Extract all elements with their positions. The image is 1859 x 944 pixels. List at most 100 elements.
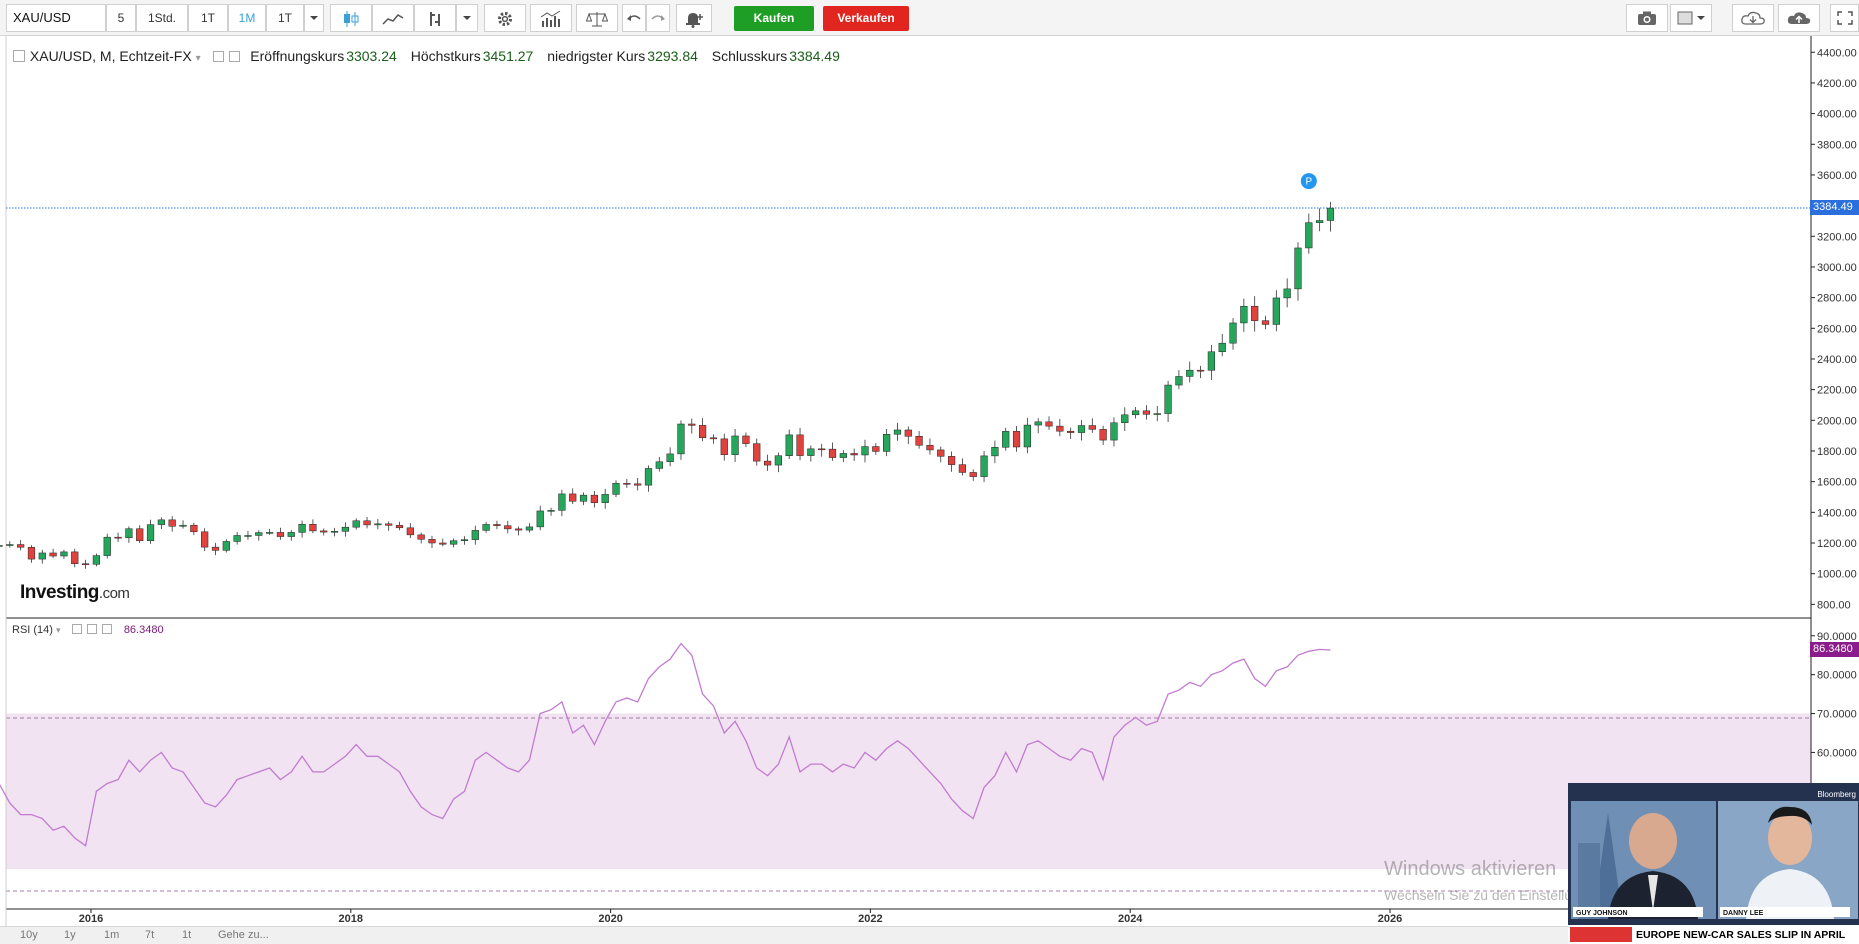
candle-up — [1207, 351, 1215, 371]
candle-down — [699, 425, 707, 439]
interval-1t-2[interactable]: 1T — [266, 4, 304, 32]
redo-icon — [651, 15, 665, 21]
candle-down — [958, 464, 967, 473]
rsi-dropdown-icon[interactable]: ▾ — [56, 625, 61, 635]
indicators-button[interactable] — [530, 4, 572, 32]
chevron-down-icon — [310, 16, 318, 20]
toolbar: XAU/USD 5 1Std. 1T 1M 1T Kaufen Verkaufe… — [0, 0, 1859, 36]
layout-square-icon — [1677, 11, 1705, 25]
price-tick-label: 2200.00 — [1817, 385, 1857, 397]
legend-title: XAU/USD, M, Echtzeit-FX — [29, 48, 192, 64]
candle-down — [904, 429, 912, 437]
candle-down — [926, 445, 934, 451]
compare-button[interactable] — [576, 4, 618, 32]
range-7t[interactable]: 7t — [145, 929, 155, 941]
interval-dropdown[interactable] — [304, 4, 324, 32]
note-marker[interactable]: P — [1300, 173, 1317, 190]
rsi-close-icon[interactable] — [101, 624, 112, 634]
range-bar: 10y 1y 1m 7t 1t Gehe zu... — [0, 926, 1859, 944]
candle-down — [1142, 410, 1151, 415]
rsi-settings-icon[interactable] — [86, 624, 97, 634]
candles-layer — [0, 201, 1335, 569]
range-1t[interactable]: 1t — [182, 929, 192, 941]
indicators-icon — [540, 10, 561, 27]
candle-up — [1294, 247, 1302, 290]
legend-settings-icon[interactable] — [229, 51, 241, 62]
interval-5[interactable]: 5 — [106, 4, 136, 32]
candle-up — [1034, 421, 1042, 426]
settings-button[interactable] — [484, 4, 526, 32]
redo-button[interactable] — [646, 4, 670, 32]
candle-down — [1045, 421, 1053, 427]
interval-1m[interactable]: 1M — [228, 4, 266, 32]
candle-down — [947, 456, 956, 465]
candle-down — [763, 460, 772, 466]
symbol-input[interactable]: XAU/USD — [6, 4, 106, 32]
chart-style-dropdown[interactable] — [456, 4, 478, 32]
rsi-value-tag: 86.3480 — [1810, 642, 1859, 658]
candle-up — [807, 448, 815, 456]
range-10y[interactable]: 10y — [20, 929, 38, 941]
candlestick-icon — [344, 11, 359, 27]
bar-style-button[interactable] — [414, 4, 456, 32]
candle-up — [125, 528, 133, 539]
candle-up — [525, 526, 534, 531]
candlestick-button[interactable] — [330, 4, 372, 32]
rsi-line — [0, 642, 1331, 847]
compare-scale-icon — [586, 12, 608, 27]
alert-button[interactable] — [676, 4, 712, 32]
candle-down — [190, 524, 198, 533]
video-brand: Bloomberg — [1817, 790, 1856, 799]
screenshot-button[interactable] — [1626, 4, 1668, 32]
candle-down — [136, 528, 144, 541]
video-name-right: DANNY LEE — [1723, 910, 1764, 917]
layout-button[interactable] — [1670, 4, 1712, 32]
candle-up — [157, 519, 165, 525]
interval-1t[interactable]: 1T — [188, 4, 228, 32]
line-chart-button[interactable] — [372, 4, 414, 32]
candle-down — [493, 524, 501, 526]
time-tick-label: 2024 — [1118, 913, 1143, 925]
candle-down — [168, 519, 176, 527]
candle-up — [1283, 288, 1291, 299]
candle-up — [980, 455, 988, 477]
fullscreen-button[interactable] — [1830, 4, 1859, 32]
goto-date-link[interactable]: Gehe zu... — [218, 929, 269, 941]
collapse-icon[interactable] — [13, 50, 25, 62]
candle-down — [395, 525, 404, 529]
candle-up — [644, 468, 653, 486]
cloud-save-button[interactable] — [1778, 4, 1820, 32]
candle-down — [276, 532, 285, 537]
cloud-load-button[interactable] — [1732, 4, 1774, 32]
line-chart-icon — [382, 14, 404, 25]
video-overlay[interactable]: Bloomberg GUY JOHNSON DANNY LEE EUROPE N… — [1568, 783, 1859, 944]
video-frame: Bloomberg GUY JOHNSON DANNY LEE EUROPE N… — [1568, 783, 1859, 944]
candle-down — [309, 524, 317, 532]
legend-eye-icon[interactable] — [212, 51, 224, 62]
video-ticker: EUROPE NEW-CAR SALES SLIP IN APRIL — [1636, 929, 1846, 941]
buy-button[interactable]: Kaufen — [734, 6, 814, 31]
candle-down — [1261, 320, 1270, 325]
range-1y[interactable]: 1y — [64, 929, 76, 941]
candle-up — [893, 429, 902, 435]
interval-1std[interactable]: 1Std. — [136, 4, 188, 32]
candle-up — [1164, 384, 1172, 414]
candle-down — [828, 448, 837, 458]
candle-up — [460, 539, 469, 541]
undo-button[interactable] — [622, 4, 646, 32]
rsi-eye-icon[interactable] — [71, 624, 82, 634]
candle-down — [27, 547, 36, 560]
dropdown-icon — [463, 16, 471, 20]
candle-down — [720, 438, 728, 455]
sell-button[interactable]: Verkaufen — [823, 6, 909, 31]
range-1m[interactable]: 1m — [104, 929, 120, 941]
candle-down — [514, 528, 523, 531]
candle-up — [482, 524, 490, 531]
candle-up — [612, 483, 620, 495]
candle-down — [114, 536, 122, 539]
candle-down — [417, 534, 425, 540]
candle-up — [1121, 414, 1129, 424]
legend-dropdown-icon[interactable]: ▾ — [195, 53, 201, 64]
price-tick-label: 3800.00 — [1817, 139, 1857, 151]
